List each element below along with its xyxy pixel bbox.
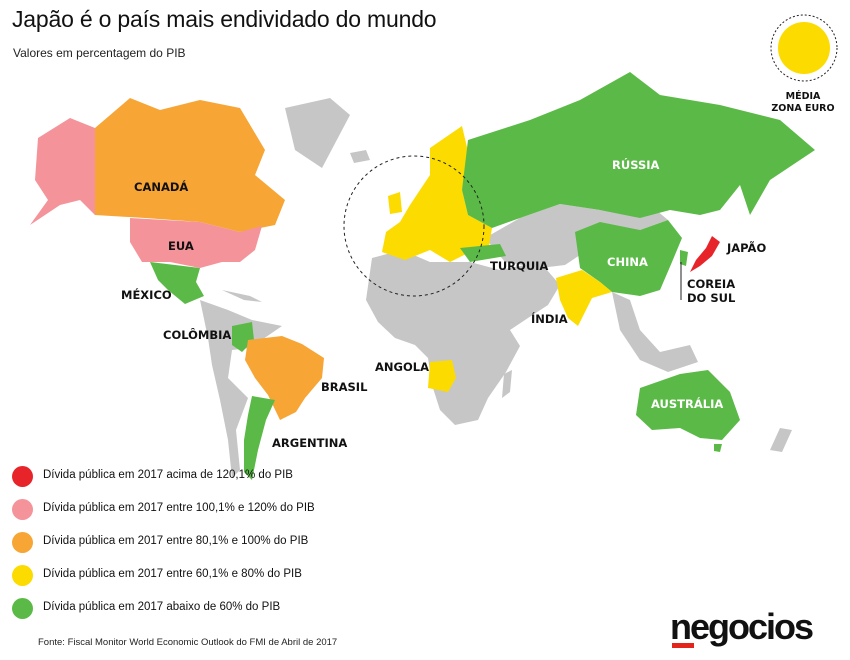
legend-item: Dívida pública em 2017 entre 60,1% e 80%… (12, 565, 432, 587)
legend-item: Dívida pública em 2017 entre 100,1% e 12… (12, 499, 432, 521)
label-coreia-1: COREIA (687, 277, 735, 291)
label-mexico: MÉXICO (121, 287, 172, 302)
legend-swatch (12, 466, 33, 487)
country-canada (95, 98, 285, 232)
label-australia: AUSTRÁLIA (651, 396, 723, 411)
country-usa (130, 218, 262, 268)
label-usa: EUA (168, 239, 194, 253)
label-brasil: BRASIL (321, 380, 368, 394)
eurozone-label-2: ZONA EURO (771, 103, 835, 114)
legend-swatch (12, 598, 33, 619)
legend-item: Dívida pública em 2017 abaixo de 60% do … (12, 598, 432, 620)
label-argentina: ARGENTINA (272, 436, 347, 450)
legend-label: Dívida pública em 2017 entre 60,1% e 80%… (43, 568, 302, 580)
source-note: Fonte: Fiscal Monitor World Economic Out… (38, 637, 338, 648)
country-australia (636, 370, 740, 440)
legend-label: Dívida pública em 2017 acima de 120,1% d… (43, 469, 293, 481)
label-china: CHINA (607, 255, 648, 269)
region-iceland (350, 150, 370, 163)
legend-label: Dívida pública em 2017 entre 100,1% e 12… (43, 502, 315, 514)
country-brazil (245, 336, 324, 420)
region-madagascar (502, 370, 512, 398)
map-subtitle: Valores em percentagem do PIB (13, 46, 186, 60)
region-tasmania (714, 444, 722, 452)
country-china (575, 220, 682, 296)
label-turquia: TURQUIA (490, 259, 548, 273)
label-russia: RÚSSIA (612, 157, 660, 172)
region-latam-grey (200, 300, 282, 478)
label-angola: ANGOLA (375, 360, 429, 374)
country-japan (690, 236, 720, 272)
eurozone-label-1: MÉDIA (785, 91, 821, 102)
label-canada: CANADÁ (134, 179, 188, 194)
label-india: ÍNDIA (531, 311, 568, 326)
region-greenland (285, 98, 350, 168)
label-japao: JAPÃO (726, 240, 766, 255)
region-se-asia (612, 292, 698, 372)
legend-item: Dívida pública em 2017 entre 80,1% e 100… (12, 532, 432, 554)
country-alaska (30, 118, 95, 225)
country-south-korea (680, 250, 688, 266)
region-caribbean (222, 290, 262, 302)
region-uk (388, 192, 402, 214)
label-colombia: COLÔMBIA (163, 327, 231, 342)
map-title: Japão é o país mais endividado do mundo (12, 6, 437, 32)
legend-label: Dívida pública em 2017 abaixo de 60% do … (43, 601, 281, 613)
logo-accent (672, 643, 694, 648)
eurozone-ref-outer (770, 14, 838, 82)
region-europe (382, 126, 492, 262)
eurozone-map-circle (343, 155, 485, 297)
region-new-zealand (770, 428, 792, 452)
legend-swatch (12, 532, 33, 553)
eurozone-label: MÉDIA ZONA EURO (768, 91, 838, 115)
country-russia (462, 72, 815, 228)
legend-label: Dívida pública em 2017 entre 80,1% e 100… (43, 535, 309, 547)
eurozone-ref-dot (778, 22, 830, 74)
label-coreia-2: DO SUL (687, 291, 736, 305)
legend-swatch (12, 499, 33, 520)
country-turkey (460, 244, 506, 262)
country-argentina (244, 396, 275, 480)
country-india (556, 270, 612, 326)
legend-swatch (12, 565, 33, 586)
country-mexico (150, 262, 204, 304)
legend-item: Dívida pública em 2017 acima de 120,1% d… (12, 466, 432, 488)
region-africa-mideast (366, 250, 560, 425)
publisher-logo: negocios (670, 606, 814, 647)
country-angola (428, 360, 456, 392)
